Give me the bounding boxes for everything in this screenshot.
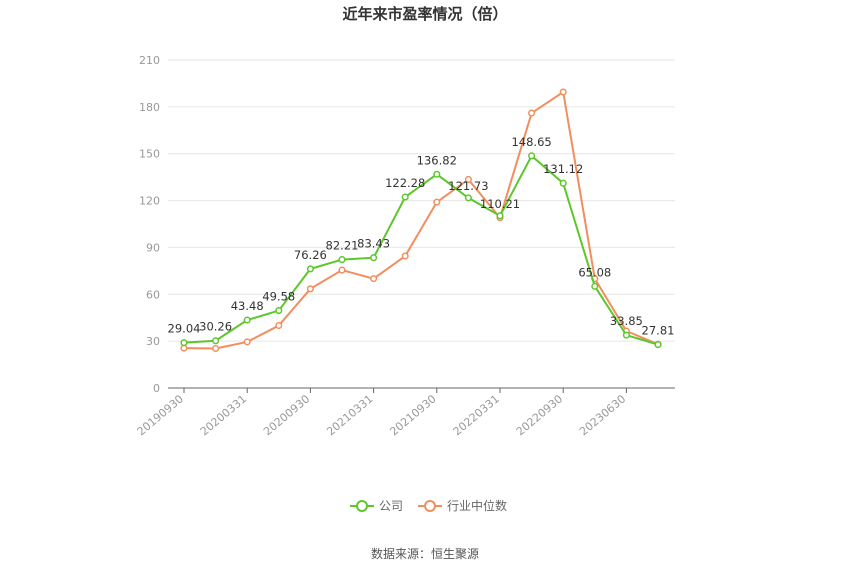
x-tick-label: 20230630 <box>577 392 628 438</box>
data-label: 110.21 <box>480 197 520 211</box>
data-point <box>275 321 283 330</box>
data-label: 83.43 <box>357 237 390 251</box>
data-point <box>496 212 504 220</box>
data-label: 122.28 <box>385 176 425 190</box>
data-label: 33.85 <box>610 314 643 328</box>
series-company <box>180 152 662 349</box>
data-source: 数据来源：恒生聚源 <box>371 546 479 561</box>
y-tick-label: 180 <box>139 101 160 114</box>
data-label: 29.04 <box>168 322 201 336</box>
data-point <box>306 285 314 293</box>
data-point <box>591 282 599 290</box>
x-tick-label: 20210331 <box>324 392 375 438</box>
y-tick-label: 90 <box>146 241 160 254</box>
x-tick-label: 20210930 <box>387 392 438 438</box>
data-label: 136.82 <box>417 153 457 167</box>
legend-item-industry-median[interactable]: 行业中位数 <box>418 498 507 513</box>
data-point <box>559 88 567 96</box>
legend-label: 公司 <box>379 499 403 513</box>
data-point <box>212 337 220 345</box>
data-point <box>528 152 536 160</box>
legend-marker <box>424 500 436 512</box>
data-point <box>559 179 567 187</box>
data-point <box>306 265 314 273</box>
y-axis: 0 30 60 90 120 150 180 210 <box>139 54 160 395</box>
y-tick-label: 120 <box>139 195 160 208</box>
legend[interactable]: 公司 行业中位数 <box>350 498 507 513</box>
data-point <box>370 275 378 283</box>
legend-label: 行业中位数 <box>447 498 507 513</box>
data-label: 30.26 <box>199 320 232 334</box>
x-tick-label: 20200331 <box>198 392 249 438</box>
data-point <box>370 254 378 262</box>
data-point <box>528 109 536 117</box>
x-tick-label: 20220331 <box>451 392 502 438</box>
data-label: 65.08 <box>578 265 611 279</box>
series-line <box>183 90 659 350</box>
y-tick-label: 210 <box>139 54 160 67</box>
data-point <box>275 307 283 315</box>
data-point <box>464 194 472 202</box>
data-label: 131.12 <box>543 162 583 176</box>
chart-title: 近年来市盈率情况（倍） <box>342 5 507 23</box>
data-point <box>338 266 346 274</box>
data-point <box>243 316 251 324</box>
data-label: 27.81 <box>642 324 675 338</box>
data-point <box>338 256 346 264</box>
y-tick-label: 150 <box>139 148 160 161</box>
x-axis: 20190930 20200331 20200930 20210331 20210930… <box>135 387 675 438</box>
series-line <box>183 154 659 346</box>
data-point <box>401 193 409 201</box>
data-label: 148.65 <box>511 135 551 149</box>
y-tick-label: 0 <box>153 382 160 395</box>
data-point <box>180 339 188 347</box>
data-point <box>180 344 188 352</box>
legend-item-company[interactable]: 公司 <box>350 499 403 513</box>
data-point <box>433 170 441 178</box>
x-tick-label: 20200930 <box>261 392 312 438</box>
series-layer <box>180 88 662 353</box>
y-tick-label: 60 <box>146 288 160 301</box>
data-label: 121.73 <box>448 179 488 193</box>
data-point <box>622 331 630 339</box>
data-label: 82.21 <box>326 239 359 253</box>
data-label: 49.58 <box>262 290 295 304</box>
data-point <box>401 252 409 260</box>
data-label: 76.26 <box>294 248 327 262</box>
data-point <box>243 338 251 346</box>
data-point <box>654 341 662 349</box>
data-point <box>212 344 220 353</box>
data-label: 43.48 <box>231 299 264 313</box>
data-point <box>464 175 472 184</box>
grid-lines <box>168 59 675 342</box>
legend-marker <box>356 500 368 512</box>
y-tick-label: 30 <box>146 335 160 348</box>
data-point <box>433 198 441 206</box>
x-tick-label: 20190930 <box>135 392 186 438</box>
x-tick-label: 20220930 <box>514 392 565 438</box>
